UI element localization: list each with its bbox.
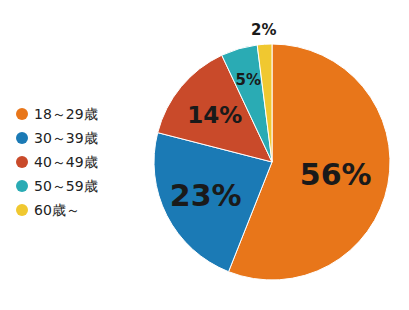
data-label: 56% — [300, 157, 372, 192]
legend-label: 40～49歳 — [34, 154, 98, 170]
legend-marker — [16, 180, 28, 192]
data-label: 2% — [251, 21, 276, 39]
legend-item: 60歳～ — [16, 202, 80, 218]
legend-label: 60歳～ — [34, 202, 80, 218]
legend-marker — [16, 204, 28, 216]
legend-item: 50～59歳 — [16, 178, 98, 194]
pie-slice — [257, 44, 272, 162]
data-label: 5% — [236, 71, 261, 89]
legend-item: 30～39歳 — [16, 130, 98, 146]
legend-item: 18～29歳 — [16, 106, 98, 122]
legend-label: 18～29歳 — [34, 106, 98, 122]
pie — [154, 44, 390, 280]
legend-item: 40～49歳 — [16, 154, 98, 170]
legend-marker — [16, 156, 28, 168]
legend-marker — [16, 108, 28, 120]
chart-container: 56% 23% 14% 5% 2% 18～29歳 30～39歳 40～49歳 50～59歳 60歳… — [0, 0, 409, 310]
legend-marker — [16, 132, 28, 144]
data-label: 14% — [187, 102, 242, 128]
legend: 18～29歳 30～39歳 40～49歳 50～59歳 60歳～ — [16, 106, 98, 218]
data-labels: 56% 23% 14% 5% 2% — [170, 21, 372, 213]
chart-svg: 56% 23% 14% 5% 2% 18～29歳 30～39歳 40～49歳 50～59歳 60歳… — [0, 0, 409, 310]
legend-label: 30～39歳 — [34, 130, 98, 146]
legend-label: 50～59歳 — [34, 178, 98, 194]
data-label: 23% — [170, 178, 242, 213]
